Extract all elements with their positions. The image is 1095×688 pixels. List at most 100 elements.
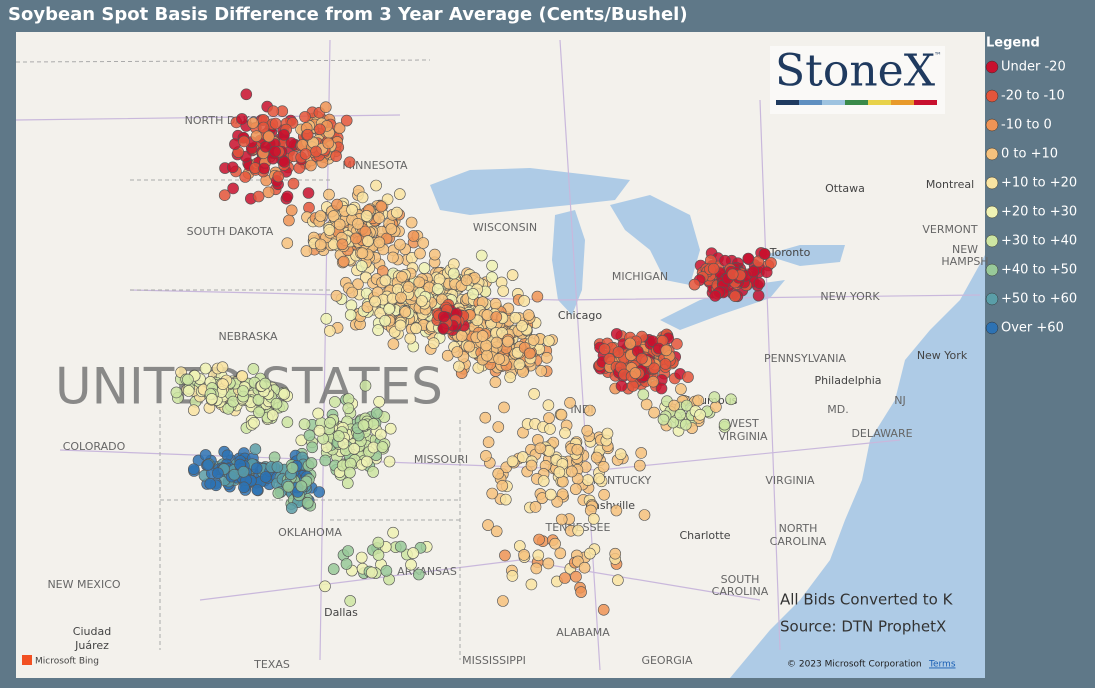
bid-dot (590, 451, 603, 464)
legend-marker (985, 292, 999, 306)
bid-dot (609, 547, 622, 560)
bid-dot (372, 549, 385, 561)
bid-dot (610, 328, 623, 340)
bid-dot (355, 551, 368, 564)
terms-link[interactable]: Terms (928, 660, 956, 670)
map-label: OKLAHOMA (278, 526, 342, 539)
bid-dot (281, 237, 294, 249)
bid-dot (236, 113, 248, 125)
map-label: CAROLINA (770, 535, 827, 548)
bid-dot (518, 295, 531, 307)
bid-dot (610, 504, 623, 517)
legend-marker (985, 60, 999, 74)
bid-dot (437, 322, 450, 335)
map-label: NORTH (779, 522, 818, 535)
bid-dot (327, 563, 340, 575)
bid-dot (612, 346, 625, 359)
bid-dot (601, 427, 614, 440)
bid-dot (346, 204, 358, 216)
bid-dot (587, 513, 600, 525)
bid-dot (248, 416, 260, 429)
bid-dot (725, 393, 737, 406)
bid-dot (407, 230, 420, 242)
bid-dot (319, 101, 332, 113)
bid-dot (298, 418, 311, 431)
map-label: DELAWARE (851, 427, 912, 440)
map-label: VIRGINIA (765, 474, 815, 487)
bid-dot (285, 204, 298, 217)
bid-dot (405, 558, 417, 571)
bid-dot (352, 218, 364, 230)
bid-dot (428, 248, 441, 261)
bid-dot (343, 156, 356, 168)
map-label: Ottawa (825, 182, 865, 195)
bid-dot (542, 335, 555, 347)
bid-dot (433, 273, 446, 286)
bid-dot (387, 526, 399, 539)
bid-dot (522, 309, 535, 321)
bid-dot (493, 353, 505, 365)
bid-dot (553, 466, 566, 479)
bid-dot (527, 334, 540, 346)
bid-dot (240, 88, 253, 101)
map-label: Dallas (324, 606, 358, 619)
bid-dot (535, 365, 548, 377)
bid-dot (262, 130, 275, 143)
bid-dot (356, 247, 369, 259)
bid-dot (249, 443, 262, 456)
bid-dot (182, 373, 194, 386)
bid-dot (238, 481, 250, 494)
bid-dot (345, 299, 358, 312)
bid-dot (372, 536, 385, 549)
bid-dot (262, 186, 275, 199)
bid-dot (742, 252, 755, 265)
bid-dot (314, 238, 327, 251)
bid-dot (314, 210, 327, 222)
bid-dot (251, 484, 264, 496)
bid-dot (247, 363, 260, 375)
bid-dot (336, 238, 349, 251)
bid-dot (323, 325, 336, 337)
bid-dot (278, 129, 290, 141)
bid-dot (285, 502, 298, 514)
bid-dot (506, 570, 519, 582)
map-label: VERMONT (922, 223, 977, 236)
bid-dot (410, 322, 422, 335)
bid-dot (544, 423, 556, 435)
bid-dot (729, 290, 741, 303)
bid-dot (355, 260, 368, 272)
bid-dot (278, 156, 291, 168)
bid-dot (344, 595, 357, 607)
legend-marker (985, 234, 999, 248)
legend-marker (985, 89, 999, 103)
map-label: SOUTH DAKOTA (187, 225, 274, 238)
bid-dot (399, 306, 412, 318)
copyright: © 2023 Microsoft Corporation (787, 660, 922, 670)
bid-dot (414, 247, 426, 260)
bid-dot (253, 406, 265, 419)
bid-dot (271, 461, 284, 473)
bid-dot (237, 465, 250, 478)
bid-dot (202, 459, 214, 471)
bid-dot (188, 404, 200, 417)
bid-dot (679, 418, 692, 431)
bid-dot (597, 603, 610, 616)
bid-dot (359, 379, 372, 392)
bid-dot (295, 480, 308, 493)
bid-dot (584, 547, 596, 560)
bid-dot (542, 557, 555, 570)
lake (610, 195, 700, 285)
bid-dot (312, 407, 325, 420)
bid-dot (286, 462, 299, 474)
lake (765, 245, 845, 266)
bid-dot (413, 276, 426, 289)
map-label: MINNESOTA (342, 159, 408, 172)
bid-dot (269, 117, 282, 130)
bid-dot (319, 454, 332, 467)
bid-dot (593, 472, 606, 485)
bid-dot (584, 404, 596, 417)
bid-dot (747, 265, 760, 278)
map-label: Ciudad (73, 625, 111, 638)
bid-dot (332, 430, 345, 442)
bid-dot (322, 137, 335, 150)
